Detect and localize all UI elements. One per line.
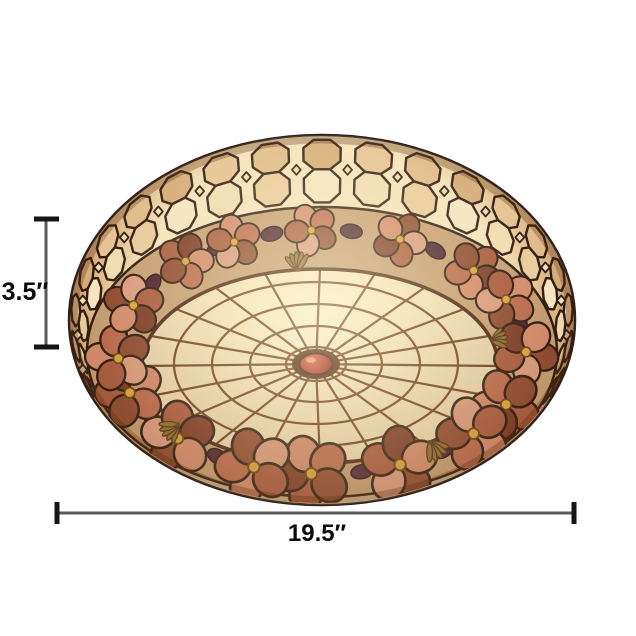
width-dimension: 19.5″ <box>54 502 577 547</box>
height-dimension: 3.5″ <box>2 216 59 350</box>
height-dimension-label: 3.5″ <box>2 278 49 306</box>
width-dimension-label: 19.5″ <box>288 520 347 547</box>
lamp-artwork <box>67 133 577 507</box>
